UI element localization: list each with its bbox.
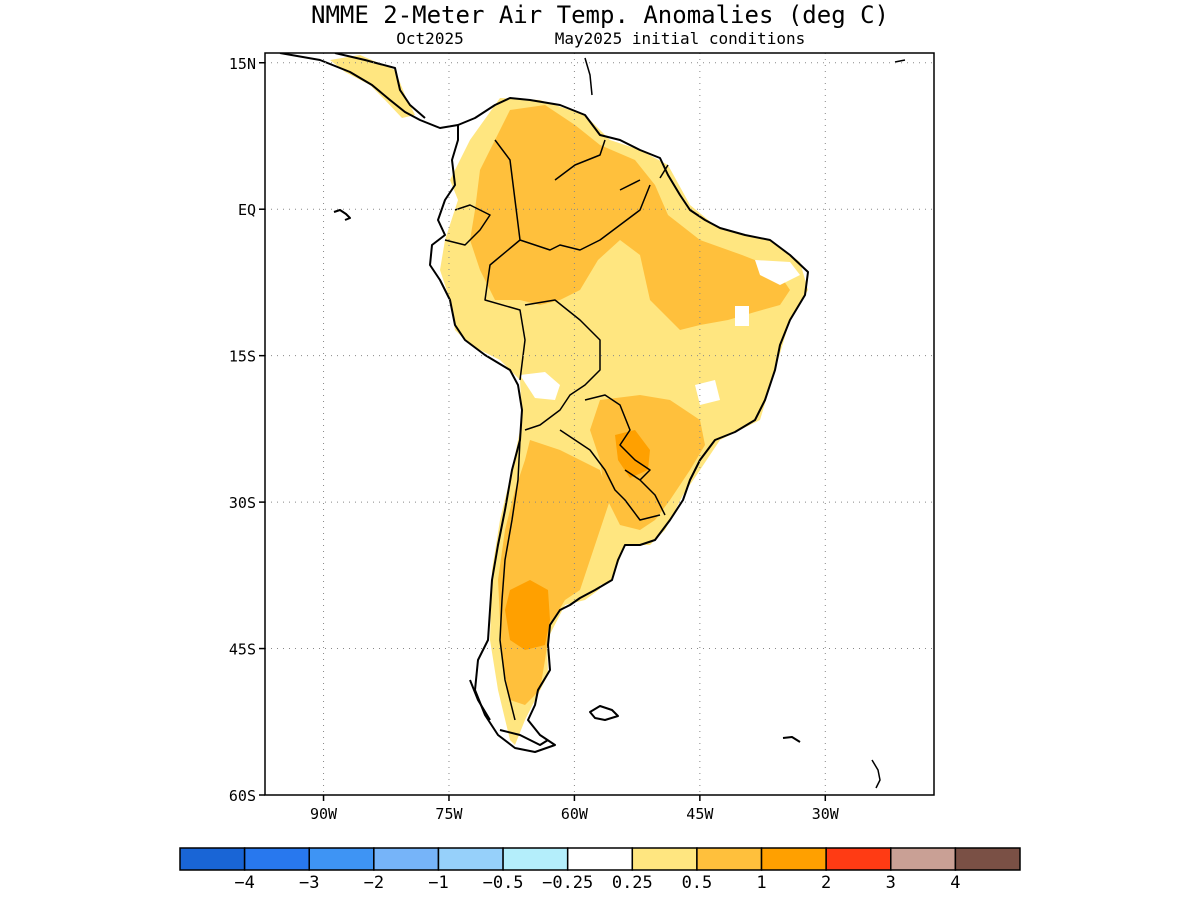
lon-tick-label: 45W [686, 805, 714, 823]
longitude-axis: 90W 75W 60W 45W 30W [310, 795, 840, 823]
lon-tick-label: 60W [561, 805, 589, 823]
lat-tick-label: 45S [229, 641, 256, 659]
coastlines [279, 53, 906, 789]
falkland-islands [589, 705, 619, 721]
colorbar-label: 2 [821, 873, 831, 893]
colorbar-swatch [243, 847, 310, 871]
galapagos-islands [333, 209, 351, 221]
lat-tick-label: EQ [238, 201, 256, 219]
anomaly-neutral-patch [520, 372, 560, 400]
tierra-del-fuego [469, 679, 549, 746]
latitude-axis: 15N EQ 15S 30S 45S 60S [229, 55, 265, 805]
colorbar-label: −4 [234, 873, 254, 893]
lon-tick-label: 30W [812, 805, 840, 823]
map-grid [265, 53, 934, 795]
anomaly-neutral-patch [695, 380, 720, 405]
colorbar-swatch [631, 847, 698, 871]
colorbar-swatch [437, 847, 504, 871]
figure-title: NMME 2-Meter Air Temp. Anomalies (deg C) [311, 1, 889, 29]
lat-tick-label: 15N [229, 55, 256, 73]
colorbar-label: −0.25 [542, 873, 593, 893]
colorbar-swatch [890, 847, 957, 871]
colorbar-label: −2 [364, 873, 384, 893]
caribbean-islands [584, 57, 906, 96]
south-sandwich-islands [871, 759, 881, 789]
map-panel [265, 53, 934, 795]
lon-tick-label: 90W [310, 805, 338, 823]
central-america-coastline [279, 53, 459, 129]
anomaly-region-strong [505, 580, 550, 650]
colorbar-swatch [696, 847, 763, 871]
colorbar-swatch [179, 847, 246, 871]
colorbar-label: 3 [886, 873, 896, 893]
lon-tick-label: 75W [435, 805, 463, 823]
lat-tick-label: 15S [229, 348, 256, 366]
south-georgia [782, 736, 801, 743]
country-borders [444, 139, 669, 721]
colorbar-label: 0.5 [682, 873, 713, 893]
lat-tick-label: 60S [229, 787, 256, 805]
south-america-coastline [429, 97, 809, 753]
colorbar-swatch [825, 847, 892, 871]
colorbar-label: 1 [756, 873, 766, 893]
lat-tick-label: 30S [229, 494, 256, 512]
colorbar-swatch [760, 847, 827, 871]
colorbar-label: −1 [428, 873, 448, 893]
colorbar-swatch [308, 847, 375, 871]
anomaly-region-strong [615, 430, 650, 478]
anomaly-neutral-patch [735, 306, 749, 326]
colorbar: −4 −3 −2 −1 −0.5 −0.25 0.25 0.5 1 2 3 4 [179, 847, 1021, 893]
colorbar-label: −0.5 [483, 873, 524, 893]
colorbar-label: 4 [950, 873, 960, 893]
colorbar-swatch [566, 847, 634, 871]
initial-conditions-label: May2025 initial conditions [555, 29, 805, 48]
colorbar-swatch [373, 847, 440, 871]
anomaly-neutral-patch [755, 260, 800, 285]
colorbar-swatch [954, 847, 1021, 871]
colorbar-swatch [502, 847, 569, 871]
colorbar-label: −3 [299, 873, 319, 893]
map-frame [264, 52, 935, 796]
target-month-label: Oct2025 [396, 29, 463, 48]
colorbar-label: 0.25 [612, 873, 653, 893]
